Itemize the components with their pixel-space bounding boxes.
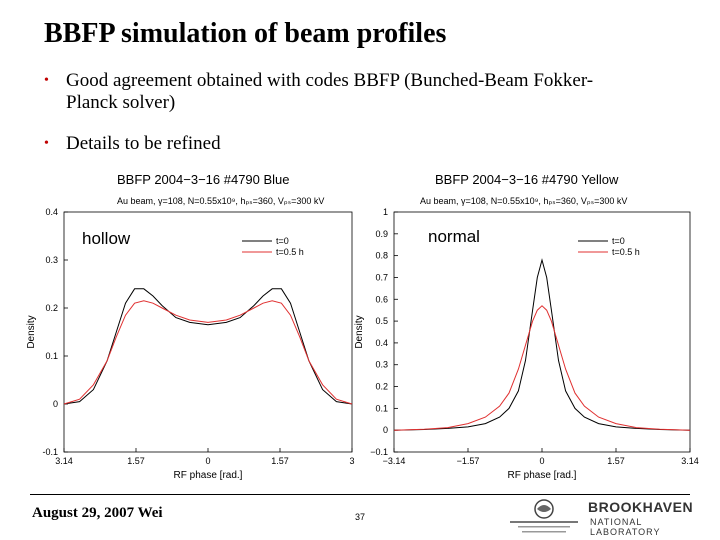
series-line-t05h bbox=[393, 305, 691, 431]
plot-frame bbox=[63, 211, 353, 453]
x-tick-label: 3.14 bbox=[55, 456, 73, 466]
chart-annotation: hollow bbox=[82, 229, 131, 248]
x-tick-label: 1.57 bbox=[271, 456, 289, 466]
x-tick-label: 3 bbox=[349, 456, 354, 466]
cas-logo-icon bbox=[510, 499, 578, 533]
bullet-agreement: • Good agreement obtained with codes BBF… bbox=[44, 70, 704, 116]
chart-blue-profile: BBFP 2004−3−16 #4790 Blue Au beam, γ=108,… bbox=[26, 172, 355, 481]
y-axis-label: Density bbox=[26, 315, 37, 348]
bullet-dot-icon: • bbox=[44, 73, 49, 88]
chart-annotation: normal bbox=[428, 227, 480, 246]
x-tick-label: −3.14 bbox=[383, 456, 406, 466]
y-tick-label: 0.8 bbox=[375, 251, 388, 261]
slide-title: BBFP simulation of beam profiles bbox=[44, 18, 447, 49]
y-tick-label: 0.6 bbox=[375, 294, 388, 304]
y-tick-label: 0.4 bbox=[45, 207, 58, 217]
chart-subtitle: Au beam, γ=108, N=0.55x10⁹, hₚₛ=360, Vₚₛ… bbox=[420, 196, 627, 206]
footer-rule bbox=[30, 494, 690, 495]
y-tick-label: 0.1 bbox=[45, 351, 58, 361]
y-tick-label: 0 bbox=[53, 399, 58, 409]
chart-subtitle: Au beam, γ=108, N=0.55x10⁹, hₚₛ=360, Vₚₛ… bbox=[117, 196, 324, 206]
x-tick-label: 3.14 bbox=[681, 456, 699, 466]
plot-frame bbox=[393, 211, 691, 453]
y-axis-label: Density bbox=[354, 315, 365, 348]
logo-text-bottom: NATIONAL LABORATORY bbox=[590, 517, 661, 537]
series-line-t0 bbox=[63, 288, 353, 405]
x-tick-label: −1.57 bbox=[457, 456, 480, 466]
chart-yellow-profile: BBFP 2004−3−16 #4790 Yellow Au beam, γ=10… bbox=[354, 172, 699, 481]
chart-title: BBFP 2004−3−16 #4790 Yellow bbox=[435, 172, 619, 187]
chart-title: BBFP 2004−3−16 #4790 Blue bbox=[117, 172, 290, 187]
y-tick-label: 0.5 bbox=[375, 316, 388, 326]
y-tick-label: 0.3 bbox=[375, 360, 388, 370]
bullet-text-line-2: Planck solver) bbox=[66, 92, 176, 113]
brookhaven-logo: BROOKHAVEN NATIONAL LABORATORY bbox=[588, 497, 716, 537]
x-tick-label: 0 bbox=[205, 456, 210, 466]
logo-text-top: BROOKHAVEN bbox=[588, 499, 694, 515]
y-tick-label: 0 bbox=[383, 425, 388, 435]
page-number: 37 bbox=[355, 512, 366, 522]
y-tick-label: 0.7 bbox=[375, 272, 388, 282]
legend-label: t=0.5 h bbox=[276, 247, 304, 257]
x-tick-label: 0 bbox=[539, 456, 544, 466]
y-tick-label: 1 bbox=[383, 207, 388, 217]
y-tick-label: 0.2 bbox=[375, 382, 388, 392]
x-tick-label: 1.57 bbox=[127, 456, 145, 466]
y-tick-label: −0.1 bbox=[370, 447, 388, 457]
series-line-t0 bbox=[393, 258, 691, 431]
y-tick-label: -0.1 bbox=[42, 447, 58, 457]
bullet-text: Details to be refined bbox=[66, 133, 221, 154]
legend-label: t=0 bbox=[612, 236, 625, 246]
x-axis-label: RF phase [rad.] bbox=[508, 470, 577, 481]
x-axis-label: RF phase [rad.] bbox=[174, 470, 243, 481]
y-tick-label: 0.1 bbox=[375, 403, 388, 413]
y-tick-label: 0.2 bbox=[45, 303, 58, 313]
y-tick-label: 0.9 bbox=[375, 229, 388, 239]
legend-label: t=0.5 h bbox=[612, 247, 640, 257]
bullet-details: • Details to be refined bbox=[44, 133, 444, 157]
footer-date: August 29, 2007 Wei bbox=[32, 505, 163, 521]
series-line-t05h bbox=[63, 300, 353, 405]
y-tick-label: 0.4 bbox=[375, 338, 388, 348]
y-tick-label: 0.3 bbox=[45, 255, 58, 265]
legend-label: t=0 bbox=[276, 236, 289, 246]
bullet-dot-icon: • bbox=[44, 136, 49, 151]
x-tick-label: 1.57 bbox=[607, 456, 625, 466]
bullet-text-line-1: Good agreement obtained with codes BBFP … bbox=[66, 70, 594, 91]
